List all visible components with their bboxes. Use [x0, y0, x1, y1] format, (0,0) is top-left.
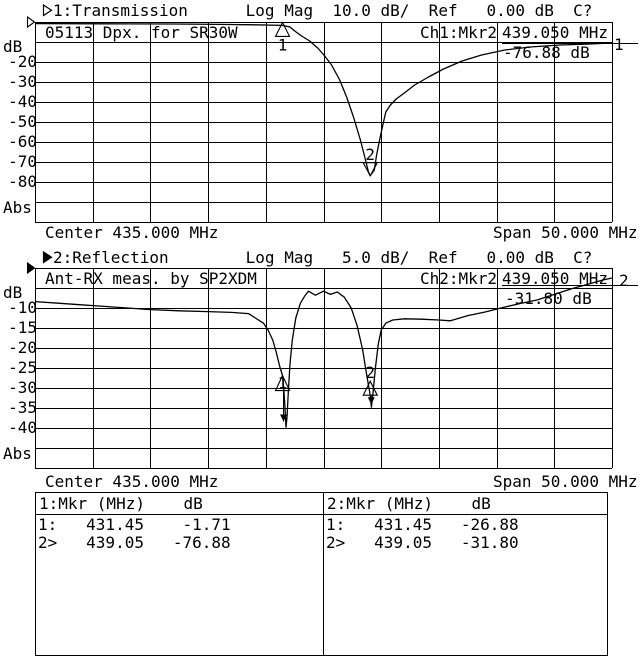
marker-table-ch1-header: 1:Mkr (MHz) dB [39, 494, 203, 513]
channel1-header: 1:Transmission Log Mag 10.0 dB/ Ref 0.00… [53, 1, 593, 20]
marker-glyph: 1 [274, 374, 291, 422]
channel1-trace-number: 1 [614, 35, 624, 54]
channel2-active-icon [42, 251, 53, 264]
marker-table-row: 2> 439.05 -31.80 [326, 533, 519, 552]
svg-text:1: 1 [278, 374, 288, 393]
svg-text:2: 2 [365, 145, 375, 164]
channel1-trace-title: 05113 Dpx. for SR30W [45, 23, 238, 42]
y-axis-label: -40 [8, 418, 37, 437]
marker-table-row: 1: 431.45 -1.71 [38, 515, 231, 534]
channel2-header: 2:Reflection Log Mag 5.0 dB/ Ref 0.00 dB… [53, 248, 593, 267]
channel1-marker-readout-label: Ch1:Mkr2 [420, 23, 498, 42]
channel2-trace-number: 2 [619, 271, 629, 290]
channel1-active-icon [42, 4, 53, 17]
trace-reflection [34, 277, 613, 428]
y-axis-label: -80 [8, 172, 37, 191]
y-axis-label: -10 [8, 298, 37, 317]
ref-level-marker-icon [26, 261, 36, 275]
y-axis-label: -30 [8, 378, 37, 397]
y-axis-label: -20 [8, 52, 37, 71]
svg-text:2: 2 [365, 363, 375, 382]
marker-table-ch2-header: 2:Mkr (MHz) dB [327, 494, 491, 513]
marker-table: 1:Mkr (MHz) dB 2:Mkr (MHz) dB 1: 431.45 … [35, 492, 608, 656]
marker-table-divider [323, 493, 324, 655]
y-axis-label: -15 [8, 318, 37, 337]
y-axis-label: -20 [8, 338, 37, 357]
marker-glyph: 2 [362, 145, 379, 177]
abs-mode-label: Abs [3, 444, 32, 463]
y-axis-label: -25 [8, 358, 37, 377]
channel2-center-frequency: Center 435.000 MHz [45, 472, 219, 491]
y-axis-label: dB [3, 283, 23, 302]
y-axis-label: -50 [8, 112, 37, 131]
y-axis-label: -30 [8, 72, 37, 91]
channel1-marker-frequency: 439.050 MHz [502, 25, 638, 44]
marker-table-header-rule [36, 514, 607, 515]
channel2-marker-readout-label: Ch2:Mkr2 [420, 269, 498, 288]
channel1-marker-value: -76.88 dB [503, 43, 590, 62]
y-axis-label: -35 [8, 398, 37, 417]
y-axis-label: dB [3, 37, 23, 56]
channel2-marker-frequency: 439.050 MHz [502, 271, 638, 287]
svg-text:1: 1 [278, 35, 288, 54]
channel1-center-frequency: Center 435.000 MHz [45, 223, 219, 242]
ref-level-marker-icon [26, 15, 36, 29]
channel2-span: Span 50.000 MHz [493, 472, 638, 491]
channel1-span: Span 50.000 MHz [493, 223, 638, 242]
channel2-trace-title: Ant-RX meas. by SP2XDM [45, 269, 257, 288]
y-axis-label: -70 [8, 152, 37, 171]
y-axis-label: -40 [8, 92, 37, 111]
marker-glyph: 1 [274, 21, 291, 54]
marker-table-row: 1: 431.45 -26.88 [326, 515, 519, 534]
channel2-marker-value: -31.80 dB [505, 289, 592, 308]
y-axis-label: -60 [8, 132, 37, 151]
grid [35, 268, 613, 469]
marker-glyph: 2 [362, 363, 379, 405]
marker-table-row: 2> 439.05 -76.88 [38, 533, 231, 552]
abs-mode-label: Abs [3, 198, 32, 217]
